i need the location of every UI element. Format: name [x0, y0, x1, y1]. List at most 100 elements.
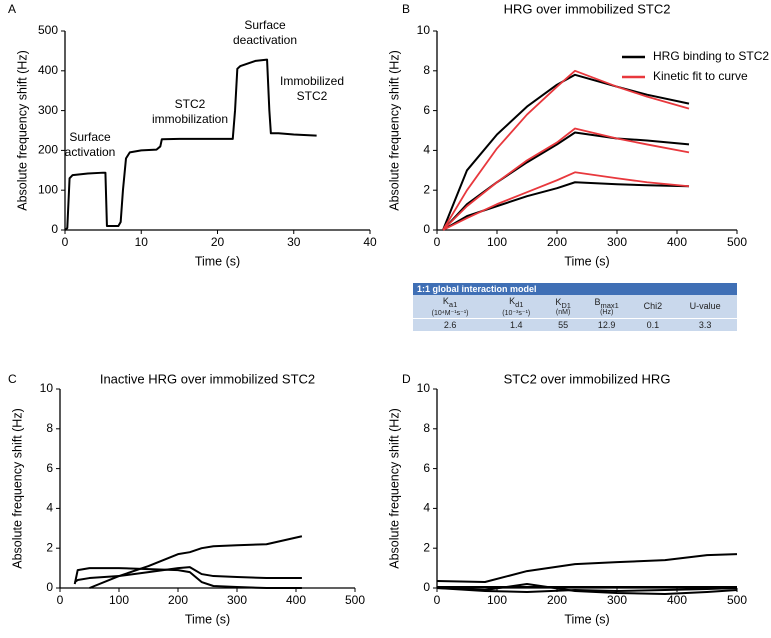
data-line [442, 171, 690, 231]
y-tick-label: 6 [423, 461, 430, 475]
legend-label: Kinetic fit to curve [653, 69, 748, 83]
panel-label: A [8, 2, 16, 16]
y-tick-label: 10 [417, 381, 431, 395]
y-tick-label: 6 [423, 103, 430, 117]
chart-title: HRG over immobilized STC2 [504, 1, 671, 16]
header-text: B [594, 296, 601, 307]
table-title: 1:1 global interaction model [413, 283, 737, 295]
column-header: Chi2 [632, 295, 674, 319]
y-tick-label: 8 [46, 421, 53, 435]
y-tick-label: 2 [46, 540, 53, 554]
header-text: Chi2 [643, 301, 663, 312]
annotation: Immobilized [280, 74, 344, 88]
table-cell: 55 [545, 318, 581, 332]
data-line [73, 567, 302, 589]
data-line [442, 131, 690, 231]
annotation: Surface [244, 18, 286, 32]
annotation: activation [65, 145, 116, 159]
x-tick-label: 400 [667, 593, 687, 607]
y-tick-label: 2 [423, 182, 430, 196]
x-tick-label: 400 [286, 593, 306, 607]
header-subscript: D1 [561, 300, 571, 310]
header-text: K [442, 296, 449, 306]
header-subscript: a1 [448, 299, 458, 309]
y-tick-label: 8 [423, 421, 430, 435]
y-tick-label: 8 [423, 63, 430, 77]
y-axis-label: Absolute frequency shift (Hz) [15, 50, 29, 211]
data-line [64, 58, 317, 231]
data-line [442, 181, 690, 231]
data-line [442, 69, 690, 231]
data-line [436, 587, 738, 593]
column-header: Bmax1 (Hz) [580, 295, 633, 319]
x-tick-label: 500 [345, 593, 365, 607]
x-axis-label: Time (s) [185, 612, 230, 626]
column-header: Kd1 (10⁻³s⁻¹) [487, 295, 546, 319]
data-line [436, 553, 738, 584]
y-tick-label: 0 [423, 222, 430, 236]
x-tick-label: 0 [57, 593, 64, 607]
y-tick-label: 0 [423, 580, 430, 594]
annotation: STC2 [175, 97, 206, 111]
y-tick-label: 300 [38, 103, 58, 117]
table-cell: 0.1 [632, 318, 674, 332]
x-tick-label: 40 [363, 235, 377, 249]
y-tick-label: 6 [46, 461, 53, 475]
y-tick-label: 10 [40, 381, 54, 395]
x-tick-label: 0 [62, 235, 69, 249]
x-tick-label: 300 [227, 593, 247, 607]
data-line [442, 127, 690, 231]
header-unit: (nM) [555, 309, 571, 317]
y-tick-label: 0 [46, 580, 53, 594]
annotation: deactivation [233, 33, 297, 47]
y-tick-label: 0 [51, 222, 58, 236]
y-tick-label: 2 [423, 540, 430, 554]
header-text: K [509, 296, 516, 306]
x-tick-label: 10 [135, 235, 149, 249]
header-subscript: d1 [515, 299, 524, 309]
header-unit: (10⁻³s⁻¹) [502, 309, 531, 317]
x-tick-label: 0 [434, 235, 441, 249]
x-tick-label: 100 [487, 235, 507, 249]
y-tick-label: 400 [38, 63, 58, 77]
x-tick-label: 30 [287, 235, 301, 249]
y-axis-label: Absolute frequency shift (Hz) [387, 408, 401, 569]
y-tick-label: 4 [46, 501, 53, 515]
y-axis-label: Absolute frequency shift (Hz) [10, 408, 24, 569]
data-line [89, 535, 303, 589]
y-tick-label: 4 [423, 143, 430, 157]
column-header: KD1 (nM) [545, 295, 581, 319]
data-line [436, 583, 738, 595]
panel-label: C [8, 372, 17, 386]
chart-title: Inactive HRG over immobilized STC2 [100, 371, 315, 386]
column-header: Ka1 (10⁴M⁻¹s⁻¹) [413, 295, 488, 319]
header-unit: (Hz) [600, 309, 614, 317]
x-tick-label: 100 [109, 593, 129, 607]
y-tick-label: 500 [38, 23, 58, 37]
table-cell: 1.4 [487, 318, 546, 332]
x-tick-label: 200 [547, 593, 567, 607]
legend-label: HRG binding to STC2 [653, 49, 769, 63]
y-tick-label: 200 [38, 143, 58, 157]
x-tick-label: 200 [168, 593, 188, 607]
table-cell: 12.9 [580, 318, 633, 332]
x-tick-label: 300 [607, 235, 627, 249]
x-axis-label: Time (s) [564, 254, 609, 268]
y-tick-label: 10 [417, 23, 431, 37]
table-cell: 2.6 [413, 318, 488, 332]
kinetics-table: 1:1 global interaction model Ka1 (10⁴M⁻¹s… [413, 283, 737, 332]
x-tick-label: 100 [487, 593, 507, 607]
y-axis-label: Absolute frequency shift (Hz) [387, 50, 401, 211]
panel-label: D [402, 372, 411, 386]
header-unit: (10⁴M⁻¹s⁻¹) [431, 309, 469, 317]
data-line [74, 566, 302, 583]
annotation: Surface [69, 130, 111, 144]
column-header: U-value [673, 295, 737, 319]
header-text: U-value [689, 301, 721, 312]
header-subscript: max1 [600, 300, 619, 310]
header-text: K [555, 296, 562, 307]
x-tick-label: 500 [727, 235, 747, 249]
y-tick-label: 100 [38, 182, 58, 196]
